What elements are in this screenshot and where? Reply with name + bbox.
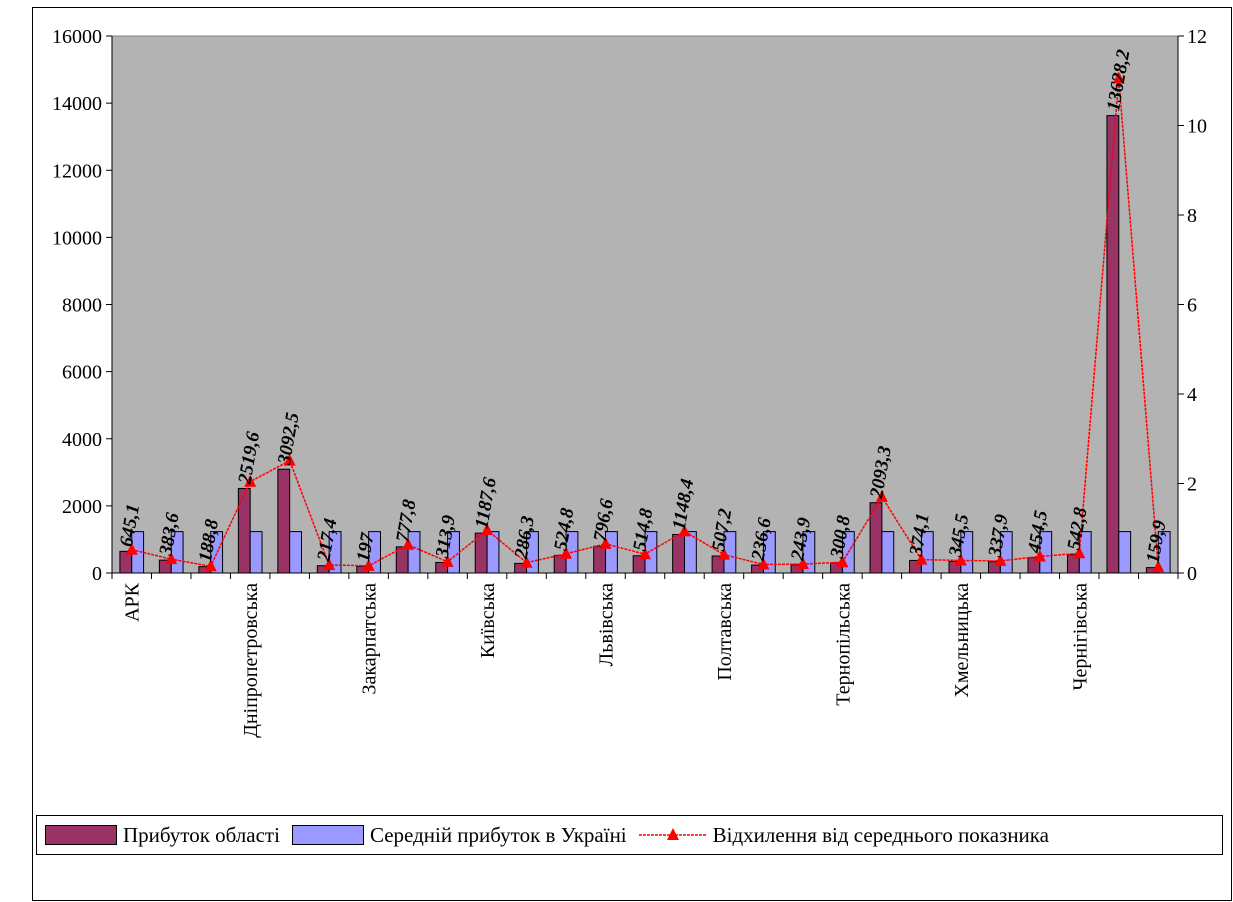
category-label: Дніпропетровська [240,583,262,738]
legend-label-deviation: Відхилення від середнього показника [712,822,1049,847]
plot-area [111,35,1179,574]
deviation-marker [796,557,809,570]
legend-item-average-profit: Середній прибуток в Україні [291,822,627,848]
legend-swatch-region-profit [45,825,117,845]
y-left-tick-label: 4000 [62,429,102,451]
deviation-marker [441,554,454,567]
deviation-marker [560,546,573,559]
category-label: Львівська [596,583,618,666]
y-left-tick-label: 12000 [52,160,102,182]
y-left-tick-label: 8000 [62,295,102,317]
category-label: Чернігівська [1069,583,1091,691]
deviation-marker [323,557,336,570]
y-right-tick-label: 4 [1187,384,1197,406]
legend-item-region-profit: Прибуток області [45,823,280,848]
deviation-marker [757,557,770,570]
deviation-marker [639,547,651,560]
deviation-marker [836,555,849,568]
category-label: Полтавська [714,583,736,681]
data-label: 197 [353,530,379,563]
category-label: АРК [122,582,144,622]
deviation-marker [599,536,612,549]
deviation-marker [954,553,967,566]
y-left-tick-label: 10000 [52,227,102,249]
y-right-tick-label: 12 [1187,26,1207,48]
y-left-tick-label: 2000 [62,496,102,518]
y-right-tick-label: 6 [1187,295,1197,317]
deviation-marker [362,558,375,571]
legend-label-region-profit: Прибуток області [123,822,280,847]
deviation-marker [678,524,691,537]
deviation-marker [520,555,533,568]
bar-average-profit [881,531,895,574]
legend-label-average-profit: Середній прибуток в Україні [369,822,627,847]
bars [119,115,1171,574]
y-left-tick-label: 16000 [52,26,102,48]
bar-region-profit [474,532,488,574]
y-right-tick-label: 2 [1187,474,1197,496]
deviation-marker [915,552,928,565]
y-left-tick-label: 0 [92,563,102,585]
deviation-marker [283,453,296,466]
bar-region-profit [277,468,291,574]
y-right-tick-label: 0 [1187,563,1197,585]
bar-average-profit [1118,531,1132,574]
deviation-marker [1073,546,1086,559]
legend-swatch-average-profit [291,825,364,845]
deviation-line [125,71,1165,573]
legend-swatch-deviation [638,828,707,840]
y-left-tick-label: 14000 [52,93,102,115]
deviation-marker [402,537,415,550]
deviation-marker [717,547,730,560]
bar-average-profit [289,531,303,574]
deviation-marker [125,542,138,555]
category-label: Хмельницька [951,583,973,698]
deviation-marker [165,552,178,565]
deviation-marker [204,559,217,572]
bar-region-profit [672,533,685,574]
category-label: Закарпатська [359,583,381,695]
category-label: Тернопільська [832,583,854,706]
category-label: Київська [477,583,499,658]
bar-region-profit [237,487,251,574]
y-left-tick-label: 6000 [62,362,102,384]
y-right-tick-label: 10 [1187,116,1207,138]
deviation-marker [244,474,257,487]
deviation-marker [994,553,1007,566]
bar-average-profit [249,531,263,574]
bar-region-profit [1106,115,1120,574]
deviation-marker [1112,71,1125,84]
legend: Прибуток області Середній прибуток в Укр… [36,815,1223,855]
deviation-marker [875,489,888,502]
axes: 0 2000 4000 6000 8000 10000 12000 14000 16000 0 2 4… [52,26,1207,738]
deviation-marker [481,523,494,536]
bar-region-profit [593,545,607,574]
y-right-tick-label: 8 [1187,205,1197,227]
deviation-marker [1152,560,1165,573]
legend-item-deviation: Відхилення від середнього показника [638,822,1049,848]
deviation-marker [1033,549,1046,562]
